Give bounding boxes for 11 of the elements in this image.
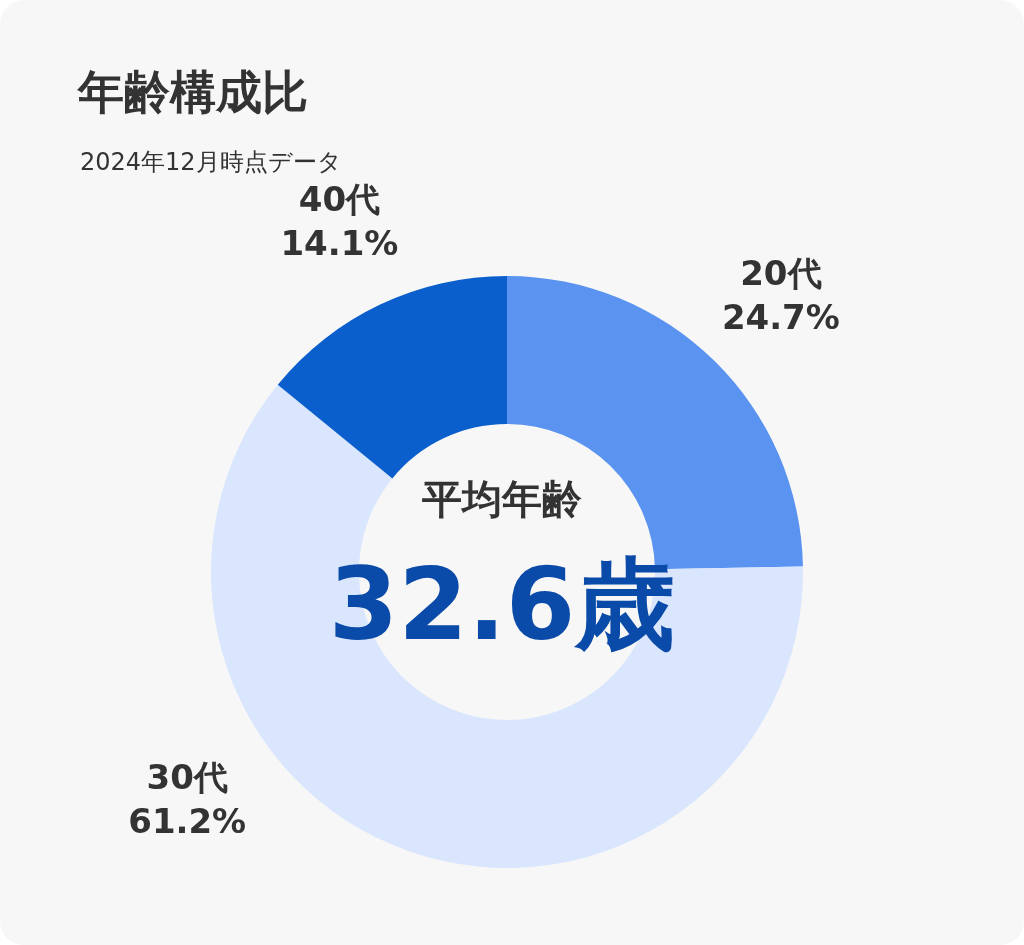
chart-title: 年齢構成比	[78, 64, 308, 121]
data-label: 61.2%	[128, 801, 247, 841]
slice-label: 40代	[298, 178, 381, 219]
data-label: 14.1%	[280, 222, 399, 263]
text: 平均年齢	[421, 475, 583, 524]
slice-label: 30代	[146, 757, 228, 797]
data-label: 24.7%	[721, 296, 840, 337]
chart-subtitle: 2024年12月時点データ	[80, 147, 342, 178]
slice-label: 20代	[740, 252, 822, 293]
text: 32.6歳	[327, 545, 677, 665]
donut-slice	[277, 276, 507, 479]
